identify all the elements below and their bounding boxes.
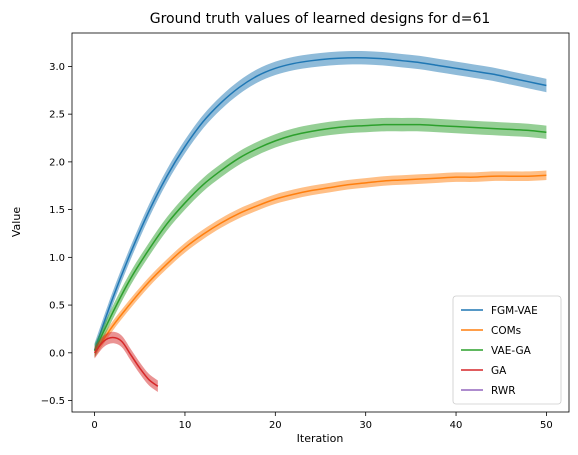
y-tick-label: 2.5 [49, 110, 65, 121]
y-tick-label: 0.5 [49, 301, 65, 312]
band-vae-ga [94, 117, 547, 358]
x-tick-label: 10 [179, 420, 192, 431]
x-tick-label: 40 [450, 420, 463, 431]
legend-label-rwr: RWR [491, 385, 516, 397]
band-ga [94, 331, 158, 392]
series-line-ga [93, 336, 159, 387]
series-line-fgm-vae [93, 56, 547, 351]
y-tick-label: 3.0 [49, 62, 65, 73]
x-tick-label: 30 [359, 420, 372, 431]
legend-label-vae-ga: VAE-GA [491, 345, 532, 357]
series-line-coms [93, 174, 547, 354]
legend-box [452, 295, 562, 405]
chart-title: Ground truth values of learned designs f… [150, 11, 491, 27]
y-tick-label: 2.0 [49, 157, 65, 168]
legend-label-coms: COMs [491, 325, 521, 337]
plot-area [93, 51, 547, 392]
x-axis-label: Iteration [297, 432, 344, 445]
y-axis-label: Value [10, 207, 23, 237]
y-tick-label: −0.5 [41, 396, 65, 407]
legend: FGM-VAE COMs VAE-GA GA RWR [452, 295, 562, 405]
x-tick-label: 50 [540, 420, 553, 431]
series-line-vae-ga [93, 123, 547, 352]
band-fgm-vae [94, 51, 547, 357]
y-tick-label: 0.0 [49, 348, 65, 359]
y-tick-label: 1.5 [49, 205, 65, 216]
legend-label-fgm-vae: FGM-VAE [491, 305, 538, 317]
legend-label-ga: GA [491, 365, 507, 377]
x-tick-label: 0 [91, 420, 97, 431]
y-tick-label: 1.0 [49, 253, 65, 264]
x-tick-label: 20 [269, 420, 282, 431]
axes: 0 10 20 30 40 50 −0.5 0.0 0.5 1.0 1.5 2.0 2.5 3.0 [41, 32, 570, 431]
axes-frame [71, 32, 570, 413]
